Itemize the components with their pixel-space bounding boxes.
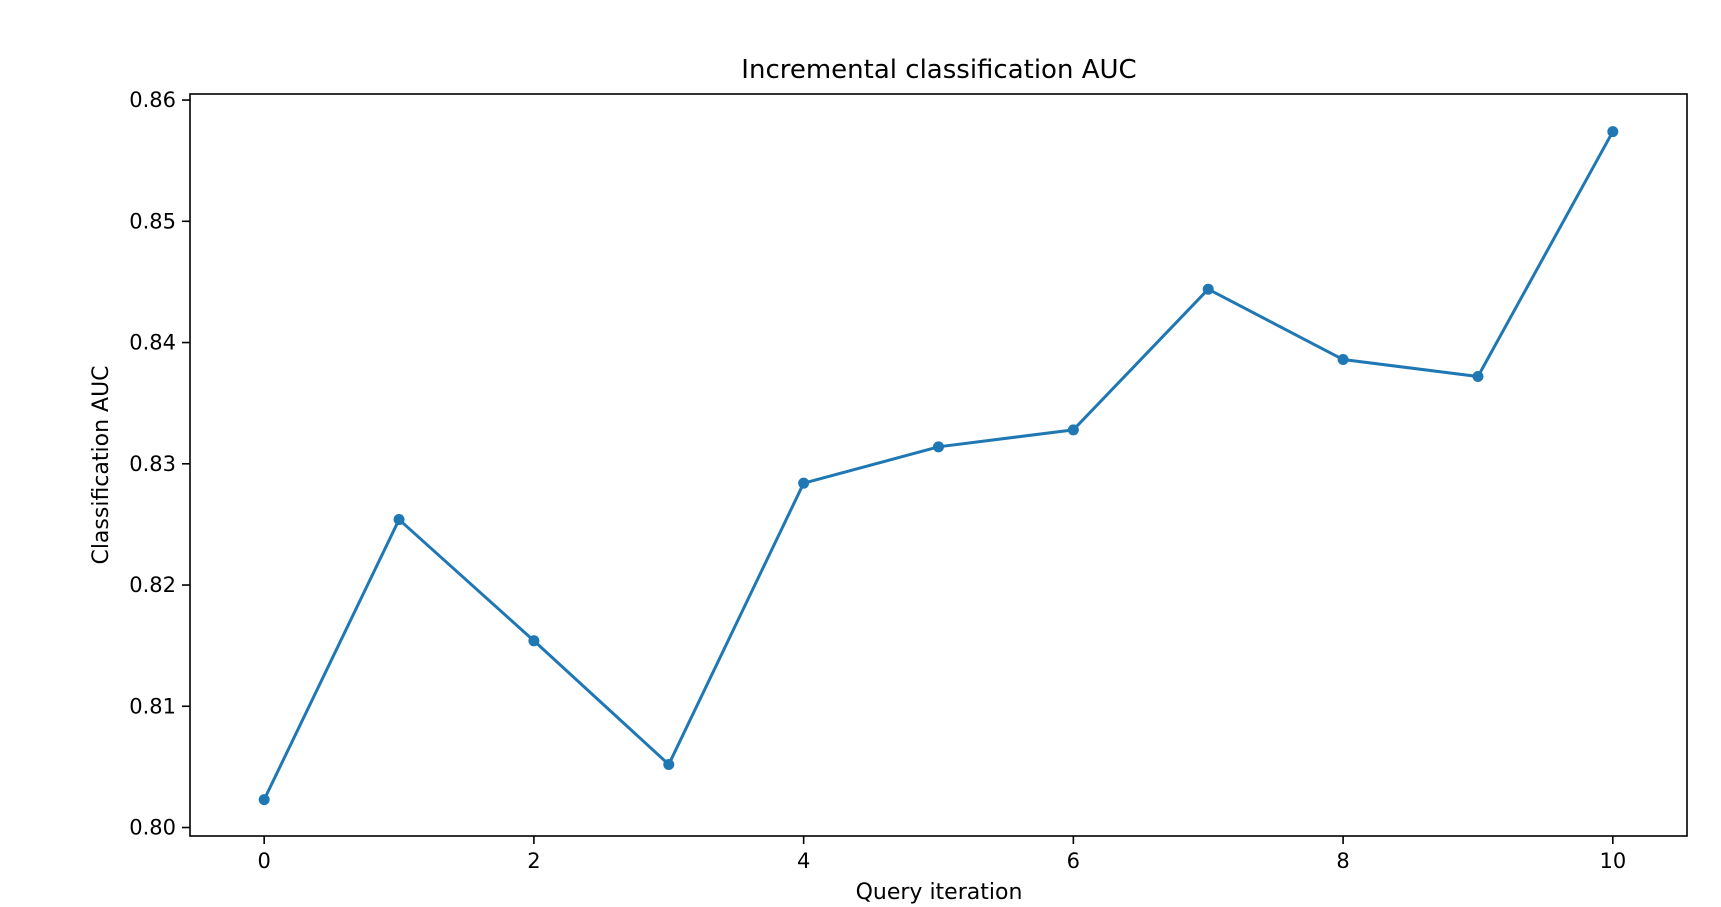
y-tick-label: 0.81 bbox=[129, 694, 176, 718]
y-tick-label: 0.83 bbox=[129, 452, 176, 476]
data-point bbox=[1202, 283, 1214, 295]
x-tick-label: 6 bbox=[1067, 849, 1080, 873]
data-point bbox=[663, 758, 675, 770]
data-point bbox=[528, 635, 540, 647]
x-tick-label: 8 bbox=[1336, 849, 1349, 873]
plot-area bbox=[190, 94, 1687, 836]
chart-title: Incremental classification AUC bbox=[741, 55, 1136, 85]
y-tick-label: 0.85 bbox=[129, 209, 176, 233]
data-point bbox=[1067, 424, 1079, 436]
x-tick-label: 4 bbox=[797, 849, 810, 873]
y-tick-label: 0.84 bbox=[129, 331, 176, 355]
x-axis-title: Query iteration bbox=[856, 880, 1023, 905]
series-layer bbox=[258, 126, 1619, 806]
y-tick-label: 0.86 bbox=[129, 88, 176, 112]
x-tick-label: 2 bbox=[527, 849, 540, 873]
data-point bbox=[933, 441, 944, 453]
data-point bbox=[1472, 370, 1484, 382]
plot-frame bbox=[189, 93, 1688, 837]
data-point bbox=[798, 477, 810, 489]
y-tick-label: 0.80 bbox=[129, 816, 176, 840]
y-axis: 0.80 0.81 0.82 0.83 0.84 0.85 0.86 bbox=[129, 88, 190, 840]
data-point bbox=[393, 514, 405, 526]
y-tick-label: 0.82 bbox=[129, 573, 176, 597]
data-point bbox=[1607, 126, 1619, 138]
x-tick-label: 10 bbox=[1599, 849, 1626, 873]
x-tick-label: 0 bbox=[257, 849, 270, 873]
data-point bbox=[1337, 354, 1349, 366]
y-axis-title: Classification AUC bbox=[89, 365, 114, 564]
x-axis: 0 2 4 6 8 10 bbox=[257, 836, 1626, 873]
data-point bbox=[258, 794, 270, 806]
